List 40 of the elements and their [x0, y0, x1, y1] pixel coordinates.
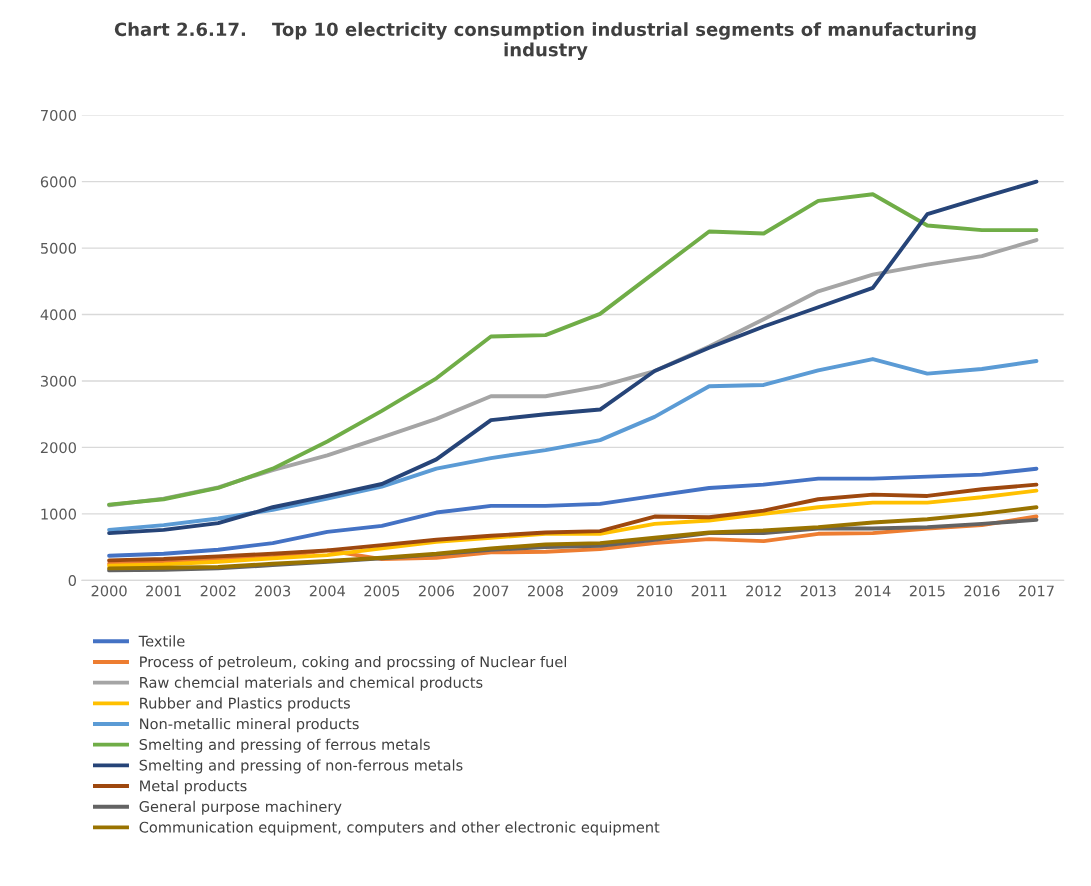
x-tick-label: 2014 — [855, 585, 891, 597]
x-tick-label: 2012 — [746, 585, 781, 597]
x-tick-label: 2009 — [582, 585, 618, 597]
x-tick-label: 2000 — [91, 585, 127, 597]
x-tick-label: 2011 — [691, 585, 727, 597]
x-tick-label: 2008 — [528, 585, 564, 597]
line-series — [107, 357, 1039, 532]
y-tick-label: 3000 — [40, 375, 76, 387]
x-tick-label: 2017 — [1018, 585, 1054, 597]
x-tick-label: 2016 — [964, 585, 1000, 597]
x-tick-label: 2003 — [255, 585, 291, 597]
x-tick-label: 2013 — [800, 585, 836, 597]
legend-label: Non-metallic mineral products — [140, 718, 359, 733]
y-tick-label: 0 — [68, 575, 76, 587]
x-tick-label: 2006 — [418, 585, 455, 597]
y-tick-label: 7000 — [41, 109, 76, 121]
x-tick-label: 2015 — [909, 585, 945, 597]
y-tick-label: 6000 — [40, 176, 76, 188]
x-tick-label: 2007 — [473, 585, 509, 597]
x-tick-label: 2001 — [146, 585, 181, 597]
legend-label: Process of petroleum, coking and procssing of Nuclear fuel — [140, 655, 566, 671]
legend-label: General purpose machinery — [139, 800, 342, 815]
legend-label: Raw chemcial materials and chemical products — [140, 676, 483, 691]
legend-label: Smelting and pressing of ferrous metals — [139, 738, 430, 753]
legend-label: Communication equipment, computers and other electronic equipment — [139, 821, 660, 836]
line-series — [107, 505, 1039, 571]
legend-label: Textile — [138, 635, 185, 647]
chart-title: Chart 2.6.17. Top 10 electricity consumption industrial segments of manufacturing industry — [114, 22, 976, 61]
legend-label: Smelting and pressing of non-ferrous metals — [139, 759, 463, 774]
y-tick-label: 4000 — [40, 309, 76, 321]
y-tick-label: 2000 — [40, 442, 76, 454]
x-tick-label: 2010 — [637, 585, 673, 597]
legend-label: Rubber and Plastics products — [140, 697, 350, 712]
legend-label: Metal products — [140, 780, 247, 795]
line-series — [107, 466, 1039, 558]
x-tick-label: 2002 — [200, 585, 236, 597]
y-tick-label: 5000 — [40, 242, 76, 254]
x-tick-label: 2004 — [309, 585, 346, 597]
y-tick-label: 1000 — [41, 508, 76, 520]
x-tick-label: 2005 — [364, 585, 400, 597]
